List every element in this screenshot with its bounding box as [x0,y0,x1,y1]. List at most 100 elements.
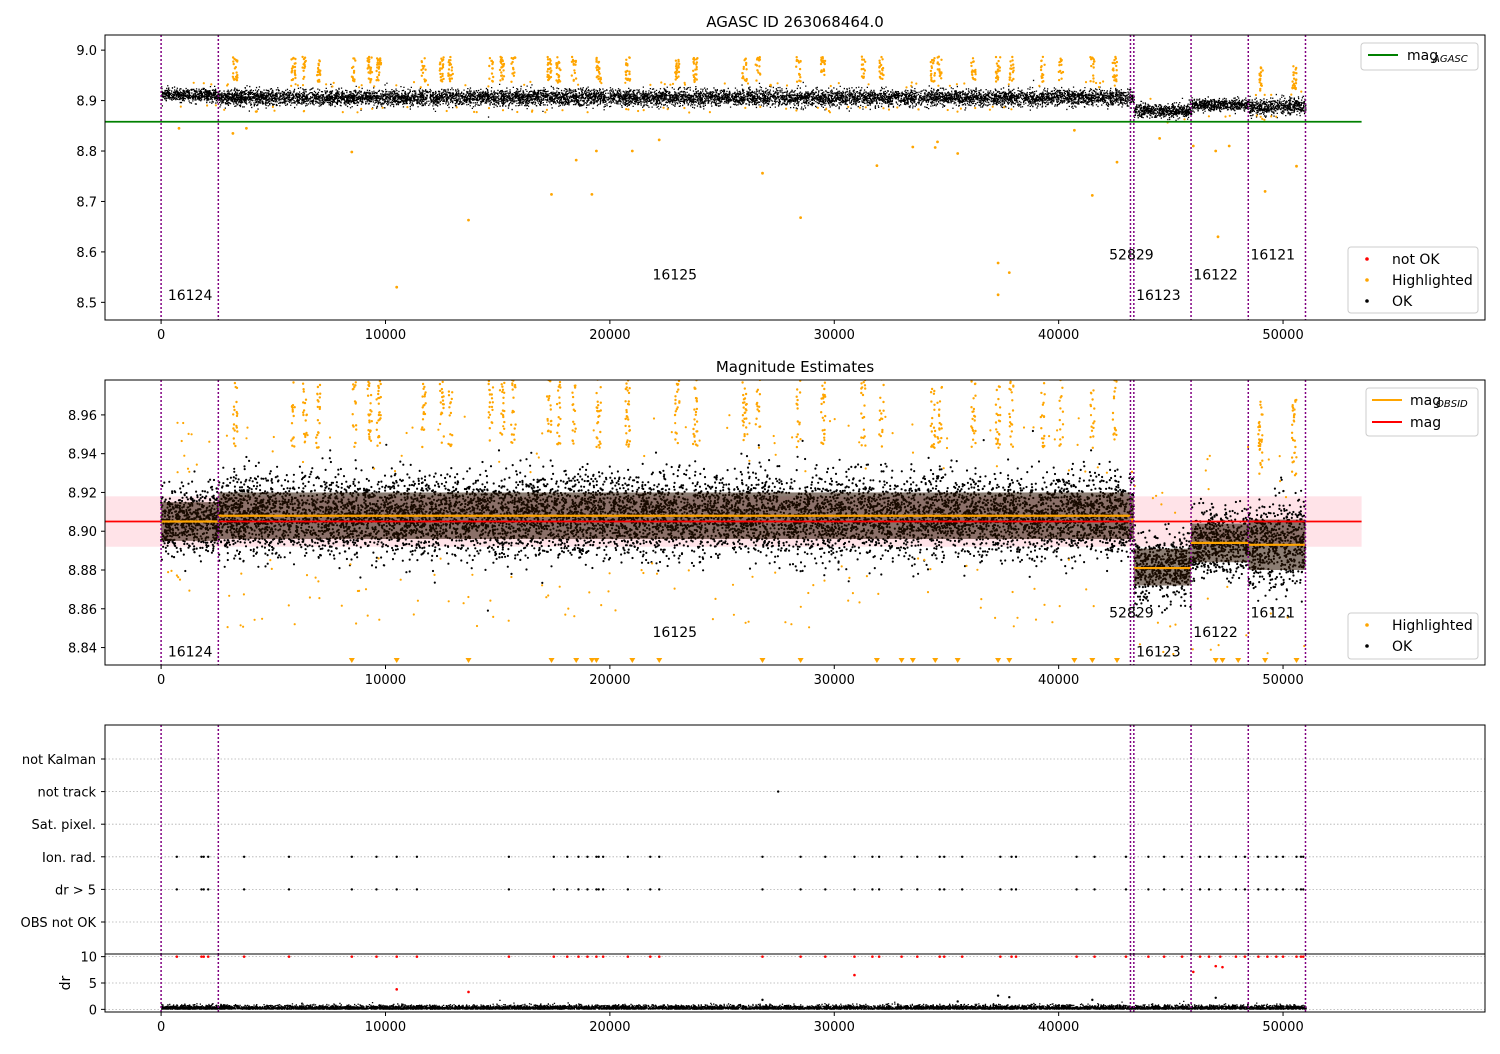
clipped-value-marker [1293,658,1300,663]
flag-point [1010,888,1013,891]
flag-point [395,855,398,858]
obsid-labels-layer: 16124 16125 52829 16123 16122 16121 [168,606,1295,661]
dr-not-ok-point [565,955,569,958]
dr-point [1008,996,1011,999]
x-tick-label: 20000 [589,328,630,343]
flag-point [871,888,874,891]
x-tick-label: 50000 [1262,673,1303,688]
dr-not-ok-point [823,955,827,958]
clipped-value-marker [1006,658,1013,663]
flag-point [200,855,203,858]
dr-not-ok-point [1147,955,1150,958]
obsid-label: 16124 [168,644,213,660]
dr-not-ok-point [1180,955,1184,958]
dr-not-ok-point [507,955,511,958]
dr-not-ok-point [1093,955,1096,958]
dr-not-ok-point [350,955,354,958]
flag-point [1162,855,1166,858]
dr-not-ok-point [938,955,942,958]
flag-point [586,888,589,891]
dr-not-ok-point [395,988,399,991]
y-tick-label: 8.6 [76,246,97,261]
flag-point [207,855,210,858]
flag-point [577,855,580,858]
flag-point [1299,888,1303,891]
y-tick-label: 8.96 [68,409,97,424]
flag-points-layer [175,790,1305,891]
panel1-frame [104,34,1486,321]
legend-status2-box [1347,612,1479,660]
flag-point [960,888,964,891]
clipped-value-marker [995,658,1002,663]
flag-point [658,855,661,858]
flag-point [1180,888,1184,891]
flag-point [597,888,600,891]
flag-point [207,888,210,891]
mag-lines-layer [105,514,1362,570]
clipped-value-marker [656,658,663,663]
flag-point [1124,888,1128,891]
legend-agasc-subscript: AGASC [1432,54,1468,65]
clipped-value-marker [1089,658,1096,663]
flag-row-label: Sat. pixel. [32,818,96,833]
flag-point [1295,888,1298,891]
dr-not-ok-point [1266,955,1269,958]
obsid-label: 16122 [1193,625,1238,641]
flag-point [1219,888,1222,891]
legend-mag-label: mag [1410,415,1441,431]
flag-row-label: not track [37,786,96,801]
flag-point [824,855,827,858]
flag-point [375,855,378,858]
clipped-value-marker [1114,658,1120,663]
obsid-label: 16123 [1136,288,1181,304]
y-tick-label: 5 [89,977,97,992]
dr-not-ok-point [900,955,903,958]
flag-point [799,855,802,858]
dr-not-ok-point [1221,965,1224,969]
flag-point [1147,855,1150,858]
x-tick-label: 20000 [589,1020,630,1035]
y-tick-label: 9.0 [76,44,97,59]
flag-point [1180,855,1184,858]
dr-point [761,998,764,1002]
legend-highlighted-label: Highlighted [1392,273,1473,289]
x-tick-label: 40000 [1038,328,1079,343]
obsid-label: 16122 [1193,268,1238,284]
flag-point [776,790,780,793]
legend-ok-label: OK [1392,294,1413,310]
dr-not-ok-point [206,955,210,958]
panel2-title: Magnitude Estimates [716,358,874,376]
dr-not-ok-point [1162,955,1166,958]
dr-gridlines [105,956,1485,1010]
x-tick-label: 10000 [365,328,406,343]
flag-point [552,888,555,891]
legend-obsid-mag-subscript: OBSID [1436,399,1468,410]
flag-point [658,888,661,891]
clipped-value-marker [593,658,600,663]
flag-point [1275,855,1278,858]
clipped-markers-layer [348,658,1300,663]
dr-not-ok-point [1014,955,1018,958]
dr-not-ok-point [853,955,856,958]
legend-agasc-box [1360,42,1479,71]
obsid-label: 16121 [1251,247,1296,263]
clipped-value-marker [898,658,905,663]
dr-not-ok-point [942,955,946,958]
x-tick-label: 20000 [589,673,630,688]
y-tick-label: 8.88 [68,564,97,579]
dr-not-ok-point [1301,955,1305,958]
dr-not-ok-point [877,955,881,958]
dr-not-ok-point [761,955,764,958]
panel1-title: AGASC ID 263068464.0 [706,13,884,31]
dr-not-ok-point [395,955,399,958]
x-tick-label: 0 [157,328,165,343]
dr-not-ok-point [242,955,246,958]
clipped-value-marker [1071,658,1078,663]
flag-point [287,888,291,891]
clipped-value-marker [348,658,355,663]
y-tick-label: 8.92 [68,486,97,501]
legend-point-status: not OK Highlighted OK [1347,246,1479,314]
dr-not-ok-point [1257,955,1260,958]
panel2-frame [104,379,1486,666]
x-tick-label: 10000 [365,673,406,688]
